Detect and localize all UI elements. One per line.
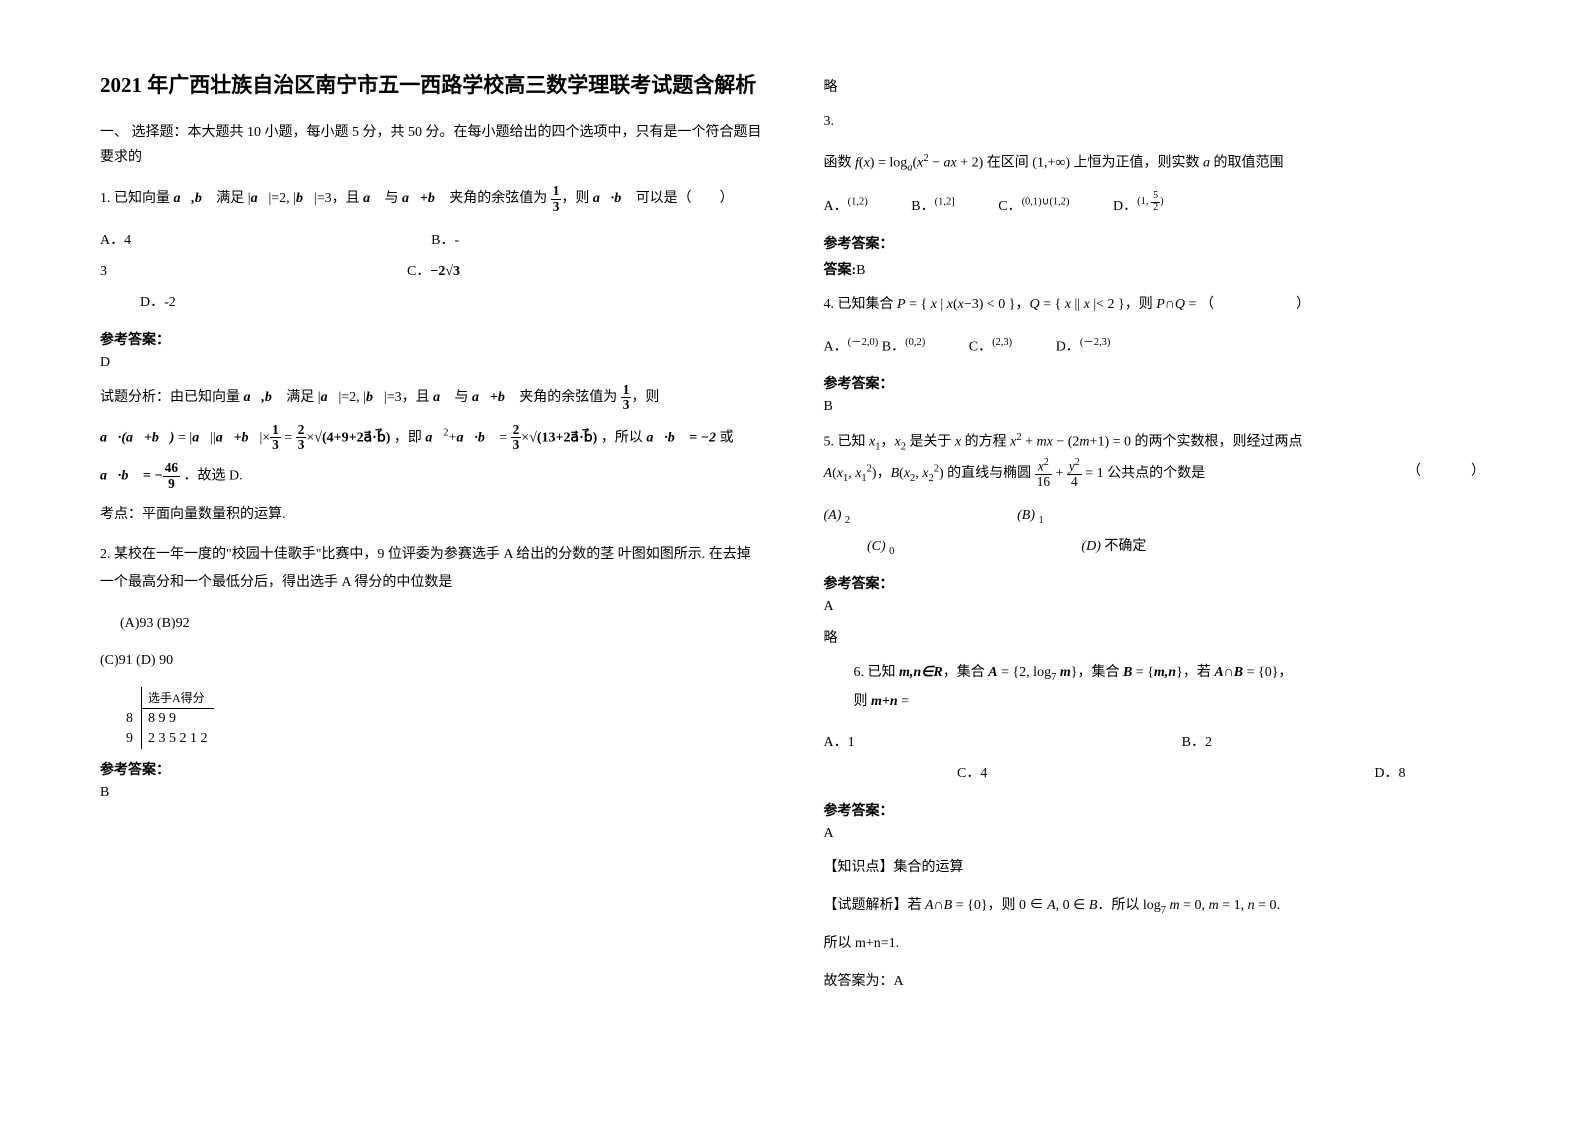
q3-num: 3. [824,108,1488,136]
q4-options: A．(－2,0) B．(0,2) C．(2,3) D．(－2,3) [824,331,1488,363]
q2-answer: B [100,785,764,801]
q6-answer: A [824,826,1488,842]
stem-8: 8 [120,708,142,729]
q3-answer: 答案:B [824,259,1488,279]
q6-answer-label: 参考答案： [824,800,1488,820]
q6-optB: B．2 [1182,735,1212,750]
q1-optA: A．4 [100,226,131,257]
q1-analysis-end: ．故选 D. [184,468,243,483]
q1-kaodian: 考点：平面向量数量积的运算. [100,501,764,529]
q1-answer-label: 参考答案： [100,329,764,349]
q1-optD: D．-2 [140,295,176,310]
q3-answer-label: 参考答案： [824,233,1488,253]
q1-options: A．4 B．- 3 C．−2√3 D．-2 [100,226,764,318]
q2-opts1: (A)93 (B)92 [120,609,764,640]
q6-options: A．1 B．2 C．4 D．8 [824,728,1488,790]
exam-title: 2021 年广西壮族自治区南宁市五一西路学校高三数学理联考试题含解析 [100,70,764,102]
q5-lue: 略 [824,627,1488,647]
q6-optA: A．1 [824,735,855,750]
q6-jx-end: 所以 m+n=1. [824,930,1488,958]
q6-gu: 故答案为：A [824,968,1488,996]
q6-zsd: 【知识点】集合的运算 [824,854,1488,882]
q1-formula-1: a⃗·(a⃗+b⃗) = |a⃗||a⃗+b⃗|×13 = 23×√(4+9+2… [100,423,764,453]
q1-optA2: 3 [100,257,107,288]
q6-optD: D．8 [1374,766,1405,781]
question-1: 1. 已知向量 a⃗,b⃗ 满足 |a⃗|=2, |b⃗|=3，且 a⃗ 与 a… [100,184,764,214]
q5-answer-label: 参考答案： [824,573,1488,593]
q5-answer: A [824,599,1488,615]
stem-leaf-header: 选手A得分 [142,687,214,709]
q3-text: 函数 f(x) = loga(x2 − ax + 2) 在区间 (1,+∞) 上… [824,148,1488,178]
q4-answer-label: 参考答案： [824,373,1488,393]
q1-answer: D [100,355,764,371]
q2-lue: 略 [824,76,1488,96]
q6-text: 6. 已知 m,n∈R，集合 A = {2, log7 m}，集合 B = {m… [854,659,1488,716]
q6-jx: 【试题解析】若 A∩B = {0}，则 0 ∈ A, 0 ∈ B．所以 log7… [824,892,1488,921]
q2-text: 2. 某校在一年一度的"校园十佳歌手"比赛中，9 位评委为参赛选手 A 给出的分… [100,541,764,597]
stem-leaf-plot: 选手A得分 8 8 9 9 9 2 3 5 2 1 2 [120,687,214,749]
stem-9: 9 [120,729,142,749]
leaf-8: 8 9 9 [142,708,214,729]
q2-opts2: (C)91 (D) 90 [100,646,764,677]
q1-analysis: 试题分析：由已知向量 a⃗,b⃗ 满足 |a⃗|=2, |b⃗|=3，且 a⃗ … [100,383,764,413]
q6-optC: C．4 [957,766,987,781]
q1-stem: 1. 已知向量 a⃗,b⃗ 满足 |a⃗|=2, |b⃗|=3，且 a⃗ 与 a… [100,191,734,206]
section-intro: 一、 选择题：本大题共 10 小题，每小题 5 分，共 50 分。在每小题给出的… [100,120,764,170]
q2-answer-label: 参考答案： [100,759,764,779]
leaf-9: 2 3 5 2 1 2 [142,729,214,749]
q1-formula-2: a⃗·b⃗ = −469 ．故选 D. [100,461,764,491]
q3-options: A．(1,2) B．(1,2] C．(0,1)∪(1,2) D．(1, 52) [824,190,1488,222]
q4-text: 4. 已知集合 P = { x | x(x−3) < 0 }，Q = { x |… [824,291,1488,319]
q5-text: 5. 已知 x1，x2 是关于 x 的方程 x2 + mx − (2m+1) =… [824,427,1488,489]
q4-answer: B [824,399,1488,415]
q5-options: (A) 2 (B) 1 (C) 0 (D) 不确定 [824,501,1488,563]
q1-optC: C．−2√3 [407,257,460,288]
q1-optB: B．- [431,226,459,257]
